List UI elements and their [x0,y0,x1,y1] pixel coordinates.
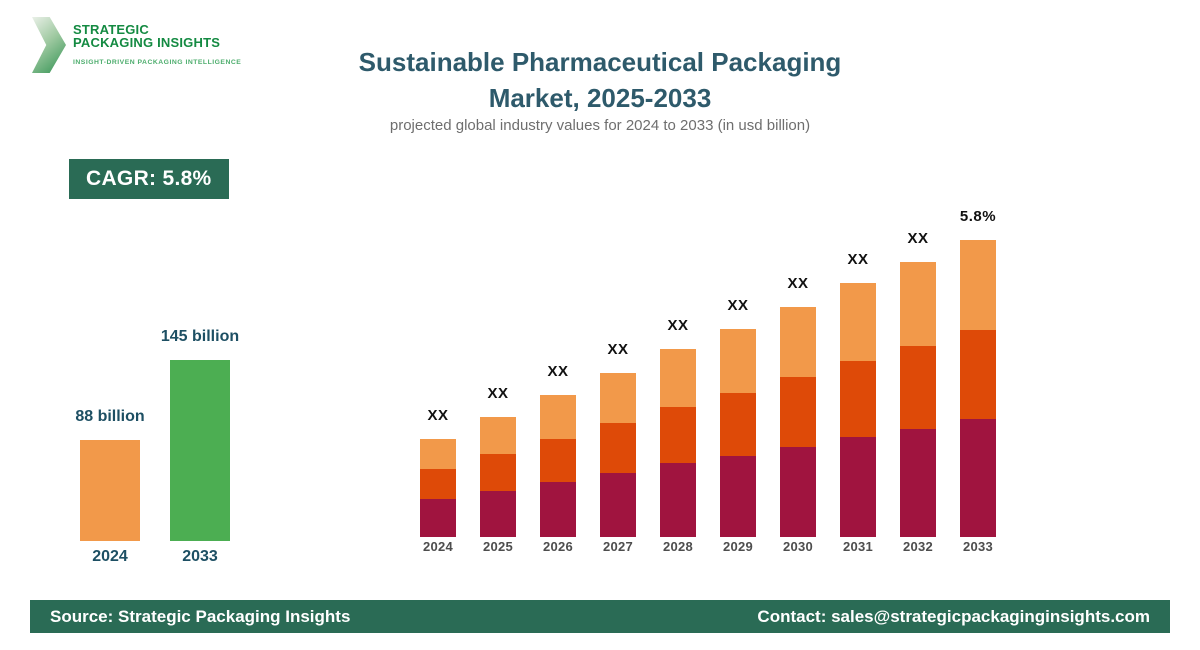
comparison-bar-2024 [80,440,140,541]
segment-middle [960,330,996,419]
segment-bottom [780,447,816,537]
stacked-bar-2029 [720,329,756,537]
stacked-bar-2026 [540,395,576,537]
segment-bottom [660,463,696,537]
bar-value-label: XX [727,297,749,314]
segment-middle [480,454,516,491]
stacked-bar-2025 [480,417,516,537]
bar-value-label: XX [427,407,449,424]
segment-bottom [900,429,936,537]
stacked-bar-2030 [780,307,816,537]
comparison-bar-2033 [170,360,230,541]
bar-value-label: XX [607,341,629,358]
segment-top [600,373,636,423]
bar-value-label: XX [787,275,809,292]
comparison-axis-label: 2024 [92,548,128,565]
footer-source: Source: Strategic Packaging Insights [50,606,351,626]
segment-middle [600,423,636,473]
year-axis-label: 2024 [422,539,454,554]
segment-top [960,240,996,330]
bar-value-label: XX [547,363,569,380]
bar-value-label: XX [667,317,689,334]
stacked-bar-2033 [960,240,996,537]
page-title: Sustainable Pharmaceutical Packaging Mar… [0,44,1200,116]
segment-top [420,439,456,469]
bar-value-label: XX [847,251,869,268]
page-title-line1: Sustainable Pharmaceutical Packaging [358,47,842,77]
year-axis-label: 2029 [722,539,754,554]
segment-middle [540,439,576,482]
year-axis-label: 2027 [602,539,634,554]
stacked-bar-2032 [900,262,936,537]
comparison-axis-label: 2033 [182,548,218,565]
segment-bottom [480,491,516,537]
year-axis-label: 2028 [662,539,694,554]
logo-tagline: INSIGHT-DRIVEN PACKAGING INTELLIGENCE [73,59,242,66]
year-axis-label: 2025 [482,539,514,554]
year-axis-label: 2033 [962,539,994,554]
year-axis-label: 2032 [902,539,934,554]
cagr-badge: CAGR: 5.8% [69,159,229,199]
segment-bottom [840,437,876,537]
segment-middle [780,377,816,447]
bar-value-label: 5.8% [959,208,997,225]
stacked-bar-2028 [660,349,696,537]
year-axis-label: 2031 [842,539,874,554]
segment-top [660,349,696,407]
footer-contact: Contact: sales@strategicpackaginginsight… [757,606,1150,626]
comparison-value-label: 145 billion [160,328,240,345]
segment-middle [420,469,456,499]
stacked-bar-2027 [600,373,636,537]
segment-top [900,262,936,346]
year-axis-label: 2026 [542,539,574,554]
segment-top [720,329,756,393]
segment-bottom [720,456,756,537]
segment-top [840,283,876,361]
segment-middle [900,346,936,429]
logo: STRATEGIC PACKAGING INSIGHTS INSIGHT-DRI… [32,16,241,73]
segment-bottom [420,499,456,537]
logo-text: STRATEGIC PACKAGING INSIGHTS INSIGHT-DRI… [73,16,241,73]
logo-line2: PACKAGING INSIGHTS [73,34,221,50]
segment-middle [660,407,696,463]
page-title-line2: Market, 2025-2033 [488,83,712,113]
segment-middle [720,393,756,456]
bar-value-label: XX [487,385,509,402]
year-axis-label: 2030 [782,539,814,554]
logo-line1: STRATEGIC [73,22,149,37]
segment-top [480,417,516,454]
segment-bottom [540,482,576,537]
segment-top [780,307,816,377]
footer-bar: Source: Strategic Packaging Insights Con… [30,600,1170,633]
segment-bottom [600,473,636,537]
segment-middle [840,361,876,437]
page-subtitle: projected global industry values for 202… [389,117,811,134]
bar-value-label: XX [907,230,929,247]
comparison-value-label: 88 billion [75,408,145,425]
segment-top [540,395,576,439]
stacked-bar-2024 [420,439,456,537]
segment-bottom [960,419,996,537]
stacked-bar-2031 [840,283,876,537]
